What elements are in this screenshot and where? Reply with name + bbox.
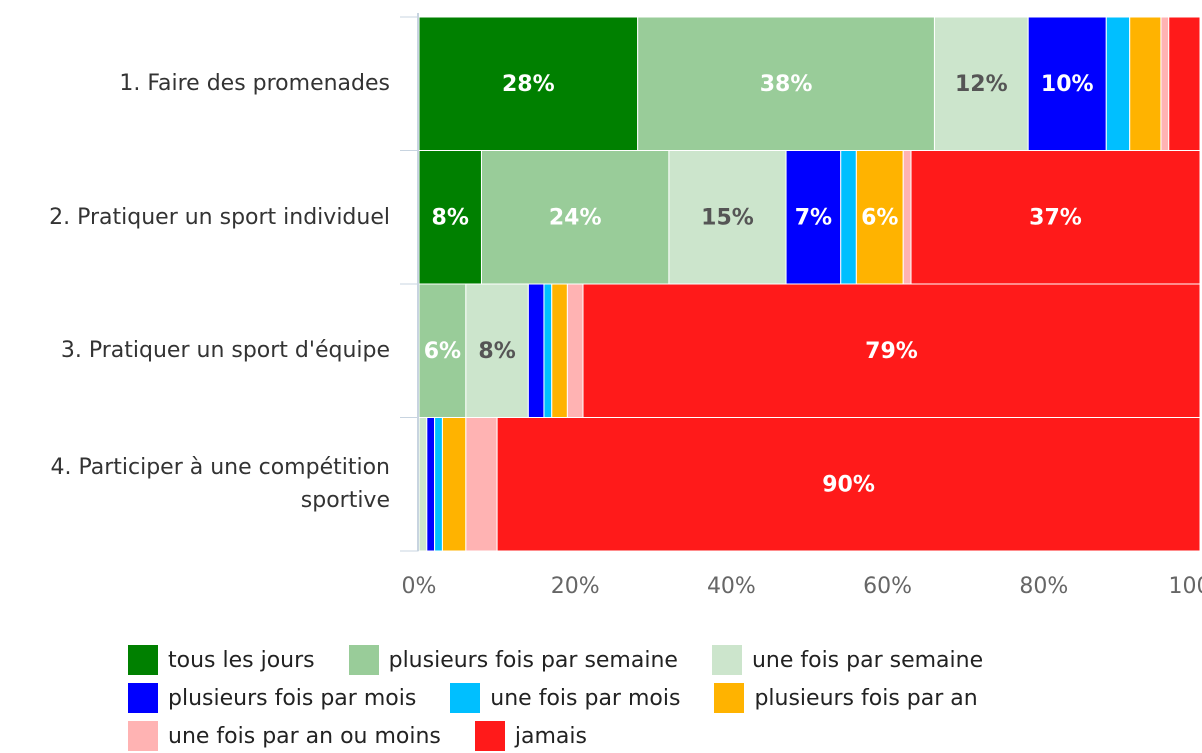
- legend-item: plusieurs fois par mois: [128, 682, 416, 714]
- data-label: 8%: [432, 205, 469, 230]
- y-tick-label: 1. Faire des promenades: [119, 71, 390, 97]
- x-tick-label: 100%: [1169, 574, 1202, 599]
- legend-item: plusieurs fois par an: [714, 682, 978, 714]
- data-label: 37%: [1029, 205, 1082, 230]
- bar-segment: [480, 150, 670, 285]
- bar-segment: [1160, 16, 1170, 151]
- x-tick-label: 80%: [1019, 574, 1068, 599]
- legend-label: une fois par an ou moins: [168, 723, 441, 749]
- y-tick-label: 2. Pratiquer un sport individuel: [49, 204, 390, 230]
- legend-swatch: [348, 645, 379, 675]
- bar-segment: [668, 150, 787, 285]
- bar-segment: [933, 16, 1029, 151]
- legend-item: une fois par mois: [450, 682, 680, 714]
- legend-swatch: [450, 683, 481, 713]
- data-label: 28%: [502, 72, 555, 97]
- legend: tous les jours plusieurs fois par semaine…: [128, 644, 1188, 752]
- bar-segment: [543, 283, 553, 418]
- bar-segment: [910, 150, 1201, 285]
- x-tick-label: 40%: [707, 574, 756, 599]
- bar-segment: [1168, 16, 1201, 151]
- legend-item: une fois par an ou moins: [128, 720, 441, 752]
- legend-swatch: [714, 683, 745, 713]
- legend-label: une fois par mois: [490, 685, 681, 711]
- bar-segment: [1129, 16, 1162, 151]
- bar-segment: [418, 16, 639, 151]
- data-label: 7%: [795, 205, 832, 230]
- legend-item: tous les jours: [128, 644, 315, 676]
- data-label: 15%: [701, 205, 754, 230]
- legend-label: une fois par semaine: [751, 647, 984, 673]
- legend-label: tous les jours: [168, 647, 315, 673]
- x-tick-label: 20%: [551, 574, 600, 599]
- data-label: 6%: [861, 205, 898, 230]
- data-label: 79%: [865, 339, 918, 364]
- data-label: 10%: [1041, 72, 1094, 97]
- bar-segment: [441, 417, 467, 552]
- data-label: 90%: [822, 472, 875, 497]
- legend-swatch: [474, 721, 505, 751]
- bar-segment: [840, 150, 857, 285]
- bar-segment: [902, 150, 912, 285]
- bar-segment: [496, 417, 1201, 552]
- legend-label: plusieurs fois par semaine: [388, 647, 678, 673]
- legend-label: jamais: [514, 723, 587, 749]
- bar-segment: [582, 283, 1201, 418]
- bar-segment: [418, 417, 428, 552]
- bar-segment: [551, 283, 568, 418]
- bar-segment: [637, 16, 935, 151]
- data-label: 6%: [424, 339, 461, 364]
- bar-segment: [426, 417, 436, 552]
- legend-swatch: [128, 683, 158, 713]
- data-label: 24%: [549, 205, 602, 230]
- data-label: 12%: [955, 72, 1008, 97]
- bar-segment: [434, 417, 443, 552]
- legend-swatch: [128, 721, 158, 751]
- legend-swatch: [128, 645, 158, 675]
- legend-item: jamais: [474, 720, 587, 752]
- bar-segment: [465, 417, 498, 552]
- y-tick-label: 3. Pratiquer un sport d'équipe: [60, 338, 390, 364]
- legend-label: plusieurs fois par mois: [168, 685, 417, 711]
- bar-segment: [418, 150, 482, 285]
- bar-segment: [785, 150, 842, 285]
- legend-item: plusieurs fois par semaine: [348, 644, 678, 676]
- bar-segment: [527, 283, 545, 418]
- legend-label: plusieurs fois par an: [754, 685, 978, 711]
- legend-item: une fois par semaine: [711, 644, 984, 676]
- bar-segment: [566, 283, 584, 418]
- x-tick-label: 60%: [863, 574, 912, 599]
- data-label: 8%: [478, 339, 515, 364]
- y-tick-label: 4. Participer à une compétition sportive: [50, 455, 390, 514]
- plot: 28% 38% 12% 10% 8% 24% 15% 7% 6% 37% 6% 8% 79% 90% 0% 2…: [400, 13, 1202, 599]
- bar-segment: [418, 283, 467, 418]
- x-tick-label: 0%: [402, 574, 437, 599]
- legend-swatch: [711, 645, 742, 675]
- bar-segment: [1105, 16, 1131, 151]
- data-label: 38%: [760, 72, 813, 97]
- bar-segment: [465, 283, 529, 418]
